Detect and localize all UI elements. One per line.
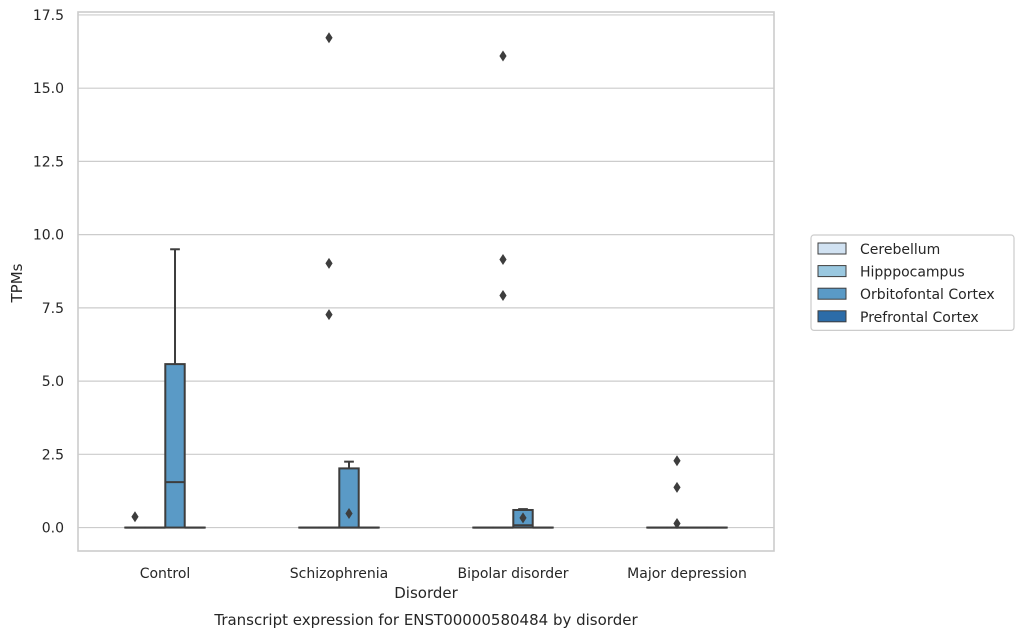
outlier-point [499,290,507,302]
outlier-point [499,50,507,62]
legend-frame [810,234,1015,332]
outlier-point [673,517,681,529]
plot-frame [77,11,775,552]
box-group [666,455,688,529]
outlier-point [519,512,527,524]
tick-labels: 0.0 2.5 5.0 7.5 10.0 12.5 15.0 17.5 Control Schiz… [33,8,747,582]
legend-label: Cerebellum [860,242,940,258]
box-group [338,460,360,529]
boxes [124,32,728,529]
outlier-point [673,481,681,493]
outlier-point [325,257,333,269]
legend-swatch [817,287,847,300]
outlier-point [325,32,333,44]
y-axis-label: TPMs [8,263,26,303]
plot-border [77,11,775,552]
box-group [164,248,186,529]
legend-label: Orbitofontal Cortex [860,287,995,303]
y-tick-label: 12.5 [33,154,64,170]
x-axis-label: Disorder [394,584,458,602]
legend-swatch [817,310,847,323]
outlier-point [499,254,507,266]
outlier-point [345,508,353,520]
outlier-point [673,455,681,467]
y-tick-label: 15.0 [33,81,64,97]
legend-swatch [817,242,847,255]
outlier-point [325,309,333,321]
chart-caption: Transcript expression for ENST0000058048… [213,611,638,629]
y-tick-label: 17.5 [33,8,64,24]
x-tick-label: Major depression [627,566,747,582]
box-group [318,32,340,529]
legend-swatch [817,265,847,278]
y-tick-label: 10.0 [33,228,64,244]
box-group [512,508,534,529]
outlier-point [131,511,139,523]
box-group [492,50,514,529]
y-tick-label: 0.0 [42,521,64,537]
y-tick-label: 7.5 [42,301,64,317]
y-tick-label: 2.5 [42,447,64,463]
gridlines [78,14,774,529]
box-body [164,363,186,529]
x-tick-label: Bipolar disorder [457,566,568,582]
x-tick-label: Schizophrenia [290,566,388,582]
legend: Cerebellum Hipppocampus Orbitofontal Corte… [810,234,1015,332]
legend-label: Prefrontal Cortex [860,310,979,326]
y-tick-label: 5.0 [42,374,64,390]
legend-label: Hipppocampus [860,265,965,281]
box-group [124,511,146,529]
x-tick-label: Control [140,566,191,582]
